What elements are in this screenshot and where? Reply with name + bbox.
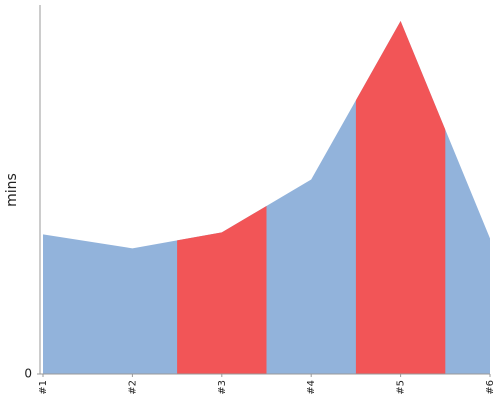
x-tick-label: #1 bbox=[38, 380, 49, 395]
highlight-area bbox=[177, 205, 267, 374]
y-tick-label: 0 bbox=[24, 367, 32, 381]
y-axis-label: mins bbox=[4, 173, 20, 207]
x-tick-label: #5 bbox=[396, 380, 407, 395]
x-tick-label: #3 bbox=[217, 380, 228, 395]
x-tick-label: #4 bbox=[306, 380, 317, 395]
x-tick-label: #2 bbox=[127, 380, 138, 395]
highlight-area bbox=[355, 20, 446, 374]
x-tick-label: #6 bbox=[485, 380, 496, 395]
